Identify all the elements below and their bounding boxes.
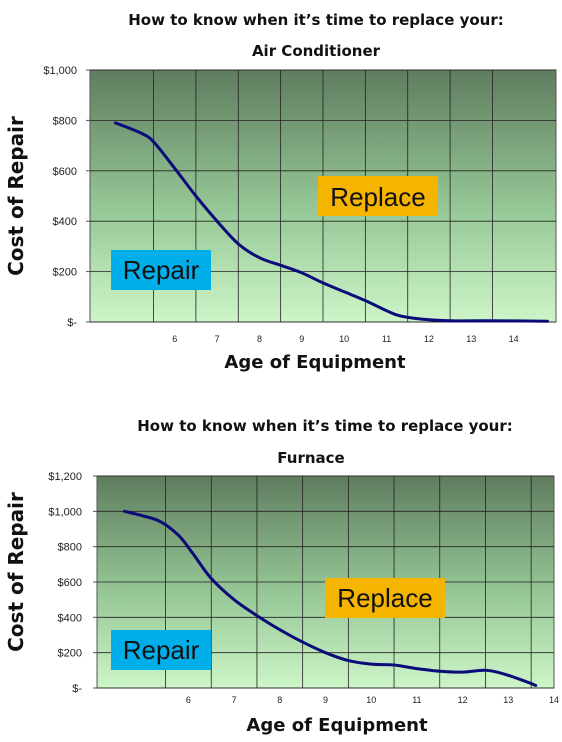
furnace-chart: How to know when it’s time to replace yo… [4, 417, 559, 736]
repair-annotation-label: Repair [123, 635, 200, 665]
y-axis-label: Cost of Repair [4, 492, 28, 652]
y-tick-label: $200 [53, 267, 77, 279]
replace-annotation-box [325, 578, 445, 618]
x-tick-label: 14 [549, 695, 559, 705]
chart-subtitle: Furnace [277, 449, 344, 467]
replace-annotation-box [318, 176, 438, 216]
x-tick-label: 7 [232, 695, 237, 705]
x-tick-label: 10 [366, 695, 376, 705]
series-line [113, 121, 549, 323]
y-tick-label: $400 [58, 612, 82, 624]
x-tick-label: 7 [215, 334, 220, 344]
repair-annotation: Repair [111, 630, 211, 670]
replace-annotation: Replace [325, 578, 445, 618]
repair-annotation-label: Repair [123, 255, 200, 285]
x-tick-label: 10 [339, 334, 349, 344]
y-tick-label: $800 [58, 542, 82, 554]
series-line [122, 509, 538, 687]
repair-annotation-box [111, 250, 211, 290]
chart-subtitle: Air Conditioner [252, 42, 381, 60]
repair-annotation: Repair [111, 250, 211, 290]
y-tick-label: $1,200 [48, 471, 82, 483]
air-conditioner-chart: How to know when it’s time to replace yo… [4, 11, 557, 373]
x-axis-ticks: 6 7 8 9 10 11 12 13 14 [186, 695, 559, 705]
y-tick-label: $1,000 [48, 506, 82, 518]
x-tick-label: 9 [323, 695, 328, 705]
y-tick-label: $400 [53, 216, 77, 228]
x-tick-label: 8 [277, 695, 282, 705]
y-tick-label: $- [67, 317, 77, 329]
x-tick-label: 11 [412, 695, 421, 705]
x-axis-label: Age of Equipment [246, 715, 428, 736]
replace-annotation-label: Replace [330, 182, 425, 212]
y-axis-ticks: $- $200 $400 $600 $800 $1,000 $1,200 [48, 471, 97, 695]
x-tick-label: 14 [509, 334, 519, 344]
x-tick-label: 9 [299, 334, 304, 344]
y-tick-label: $800 [53, 115, 77, 127]
x-tick-label: 6 [186, 695, 191, 705]
y-tick-label: $600 [53, 166, 77, 178]
y-tick-label: $600 [58, 577, 82, 589]
replace-annotation: Replace [318, 176, 438, 216]
x-tick-label: 6 [172, 334, 177, 344]
y-axis-ticks: $- $200 $400 $600 $800 $1,000 [43, 65, 90, 329]
x-axis-label: Age of Equipment [224, 352, 406, 373]
x-tick-label: 13 [466, 334, 476, 344]
y-tick-label: $1,000 [43, 65, 77, 77]
y-tick-label: $200 [58, 648, 82, 660]
x-tick-label: 12 [424, 334, 434, 344]
x-tick-label: 12 [458, 695, 468, 705]
chart-title: How to know when it’s time to replace yo… [128, 11, 504, 29]
y-tick-label: $- [72, 683, 82, 695]
y-axis-label: Cost of Repair [4, 116, 28, 276]
replace-annotation-label: Replace [337, 583, 432, 613]
x-tick-label: 8 [257, 334, 262, 344]
x-tick-label: 13 [503, 695, 513, 705]
x-tick-label: 11 [382, 334, 391, 344]
repair-annotation-box [111, 630, 211, 670]
x-axis-ticks: 6 7 8 9 10 11 12 13 14 [172, 334, 518, 344]
chart-title: How to know when it’s time to replace yo… [137, 417, 513, 435]
